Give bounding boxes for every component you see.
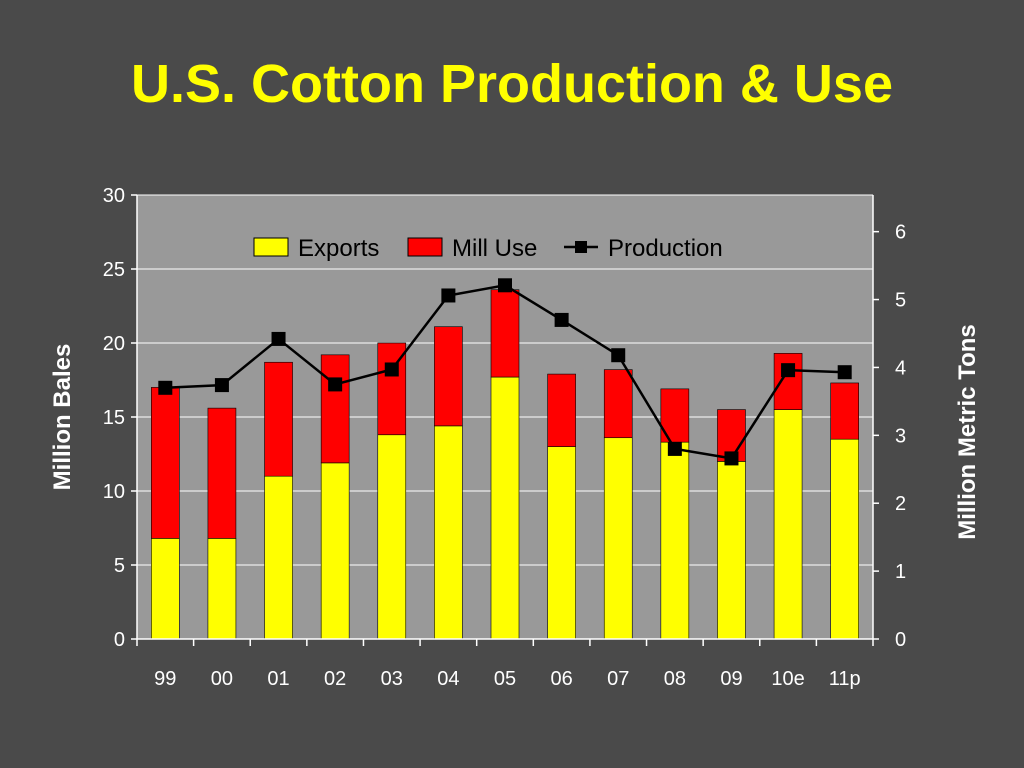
legend-label-exports: Exports [298,235,379,262]
y2-tick-label: 2 [895,493,906,515]
y2-tick-label: 1 [895,561,906,583]
bar-exports-07 [603,437,633,640]
production-line [158,278,852,466]
x-tick-label-04: 04 [437,668,459,690]
production-point-03 [384,362,399,377]
y2-tick-label: 0 [895,629,906,651]
bar-exports-11p [830,438,859,640]
y-tick-label: 0 [114,629,125,651]
x-tick-label-03: 03 [381,668,403,690]
y2-axis-title: Million Metric Tons [954,324,981,540]
bar-exports-08 [660,441,690,640]
y2-tick-label: 4 [895,357,906,379]
y-tick-label: 25 [103,259,125,281]
production-point-10e [781,363,796,378]
legend-swatch-exports [253,237,289,257]
production-point-05 [498,278,512,293]
bar-exports-10e [773,409,803,640]
x-tick-label-05: 05 [494,668,516,690]
bar-mill-use-07 [603,369,633,439]
bar-exports-05 [490,376,520,640]
production-point-02 [328,377,343,392]
production-point-11p [837,365,852,380]
production-point-08 [667,441,682,456]
y-tick-label: 5 [114,555,125,577]
bar-mill-use-06 [547,373,576,447]
bar-exports-04 [434,425,463,640]
production-point-06 [554,312,569,327]
x-tick-label-06: 06 [550,668,572,690]
bar-mill-use-01 [264,361,293,477]
x-tick-label-00: 00 [211,668,233,690]
x-tick-label-99: 99 [154,668,176,690]
x-tick-label-01: 01 [267,668,289,690]
production-point-00 [214,378,229,393]
bar-mill-use-10e [773,353,803,410]
y2-tick-label: 6 [895,222,906,244]
x-tick-label-08: 08 [664,668,686,690]
bar-exports-03 [377,434,407,640]
production-point-04 [441,288,456,303]
bar-mill-use-04 [434,326,463,427]
production-point-99 [158,380,173,395]
bar-exports-09 [717,461,746,640]
bars [151,289,859,640]
bar-mill-use-99 [151,387,180,539]
legend-marker-production [575,241,587,253]
production-point-01 [271,331,286,346]
y-tick-label: 10 [103,481,125,503]
chart-title: U.S. Cotton Production & Use [131,54,893,114]
production-point-07 [611,348,626,363]
y-tick-label: 30 [103,185,125,207]
bar-exports-06 [547,446,576,640]
bar-exports-02 [320,462,350,640]
bar-mill-use-02 [320,354,350,464]
x-tick-label-07: 07 [607,668,629,690]
production-point-09 [724,451,739,466]
y-tick-label: 15 [103,407,125,429]
bar-exports-01 [264,475,293,640]
legend-label-production: Production [608,235,723,262]
bar-mill-use-00 [207,407,237,539]
x-tick-label-02: 02 [324,668,346,690]
y2-tick-label: 3 [895,425,906,447]
x-tick-label-10e: 10e [771,668,804,690]
x-tick-label-09: 09 [720,668,742,690]
legend-swatch-mill-use [407,237,443,257]
bar-exports-00 [207,538,237,640]
bar-mill-use-05 [490,289,520,378]
x-tick-label-11p: 11p [829,668,861,690]
axes [131,194,879,646]
bar-exports-99 [151,538,180,640]
bar-mill-use-11p [830,382,859,440]
y-axis-title: Million Bales [49,344,76,491]
legend: Exports Mill Use Production [253,235,723,262]
legend-label-mill-use: Mill Use [452,235,537,262]
y-tick-label: 20 [103,333,125,355]
y2-tick-label: 5 [895,290,906,312]
